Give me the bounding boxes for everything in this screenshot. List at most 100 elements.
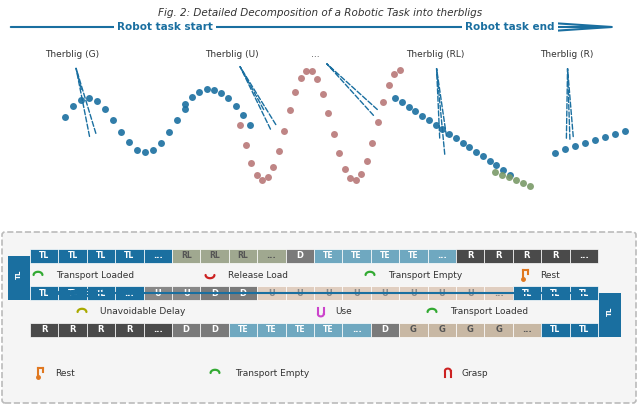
Bar [314, 249, 342, 263]
Text: ...: ... [153, 252, 163, 260]
Text: Unavoidable Delay: Unavoidable Delay [100, 307, 186, 316]
Text: Transport Loaded: Transport Loaded [450, 307, 528, 316]
Bar [484, 286, 513, 300]
Text: TE: TE [294, 326, 305, 335]
Bar [30, 249, 58, 263]
Bar [257, 323, 285, 337]
Text: ...: ... [522, 326, 532, 335]
Text: Transport Empty: Transport Empty [388, 271, 462, 279]
Text: Therblig (RL): Therblig (RL) [406, 50, 464, 59]
Bar [428, 286, 456, 300]
Text: Therblig (G): Therblig (G) [45, 50, 99, 59]
Bar [399, 286, 428, 300]
FancyBboxPatch shape [2, 232, 636, 403]
Bar [115, 249, 143, 263]
Bar [314, 286, 342, 300]
Bar [58, 249, 87, 263]
Text: D: D [296, 252, 303, 260]
Text: ...: ... [579, 252, 589, 260]
Bar [200, 323, 229, 337]
Bar [172, 249, 200, 263]
Text: R: R [69, 326, 76, 335]
Bar [371, 286, 399, 300]
Bar [541, 286, 570, 300]
Text: U: U [268, 288, 275, 298]
Bar [285, 249, 314, 263]
Text: TE: TE [237, 326, 248, 335]
Text: TL: TL [39, 252, 49, 260]
Bar [115, 323, 143, 337]
Text: D: D [211, 326, 218, 335]
Text: Transport Empty: Transport Empty [235, 369, 309, 377]
Bar [371, 323, 399, 337]
Bar [229, 286, 257, 300]
Bar [172, 323, 200, 337]
Text: R: R [552, 252, 559, 260]
Text: Fig. 2: Detailed Decomposition of a Robotic Task into therbligs: Fig. 2: Detailed Decomposition of a Robo… [158, 8, 482, 18]
Text: Therblig (U): Therblig (U) [205, 50, 259, 59]
Text: U: U [438, 288, 445, 298]
Bar [87, 249, 115, 263]
Bar [257, 286, 285, 300]
Text: U: U [381, 288, 388, 298]
Bar [541, 249, 570, 263]
Text: TL: TL [579, 326, 589, 335]
Text: R: R [98, 326, 104, 335]
Text: ...: ... [153, 326, 163, 335]
Text: R: R [126, 326, 132, 335]
Text: Release Load: Release Load [228, 271, 288, 279]
Text: G: G [410, 326, 417, 335]
Bar [513, 286, 541, 300]
Bar [456, 286, 484, 300]
Bar [58, 286, 87, 300]
Text: Grasp: Grasp [462, 369, 488, 377]
Bar [570, 323, 598, 337]
Text: TE: TE [323, 326, 333, 335]
Text: TL: TL [39, 288, 49, 298]
Bar [58, 323, 87, 337]
Bar [229, 323, 257, 337]
Bar [200, 249, 229, 263]
Text: TL: TL [522, 288, 532, 298]
Bar [428, 323, 456, 337]
Bar [143, 286, 172, 300]
Bar [484, 249, 513, 263]
Text: TL: TL [550, 288, 561, 298]
Text: TL: TL [124, 252, 134, 260]
Bar [570, 249, 598, 263]
Text: RL: RL [181, 252, 191, 260]
Text: U: U [325, 288, 332, 298]
Bar [314, 323, 342, 337]
Text: U: U [353, 288, 360, 298]
Bar [8, 256, 30, 300]
Bar [484, 323, 513, 337]
Bar [570, 286, 598, 300]
Text: U: U [154, 288, 161, 298]
Text: TE: TE [323, 252, 333, 260]
Bar [599, 293, 621, 337]
Text: RL: RL [237, 252, 248, 260]
Text: TL: TL [16, 270, 22, 279]
Bar [229, 249, 257, 263]
Bar [257, 249, 285, 263]
Bar [513, 249, 541, 263]
Bar [456, 249, 484, 263]
Text: TL: TL [579, 288, 589, 298]
Text: ...: ... [352, 326, 362, 335]
Bar [87, 286, 115, 300]
Text: Robot task start: Robot task start [117, 22, 213, 32]
Text: TL: TL [67, 252, 77, 260]
Bar [342, 286, 371, 300]
Bar [428, 249, 456, 263]
Text: U: U [410, 288, 417, 298]
Text: TE: TE [351, 252, 362, 260]
Text: ...: ... [125, 288, 134, 298]
Bar [200, 286, 229, 300]
Text: Transport Loaded: Transport Loaded [56, 271, 134, 279]
Text: Rest: Rest [540, 271, 560, 279]
Text: TL: TL [550, 326, 561, 335]
Text: R: R [41, 326, 47, 335]
Text: ...: ... [310, 50, 319, 59]
Text: TE: TE [408, 252, 419, 260]
Bar [30, 286, 58, 300]
